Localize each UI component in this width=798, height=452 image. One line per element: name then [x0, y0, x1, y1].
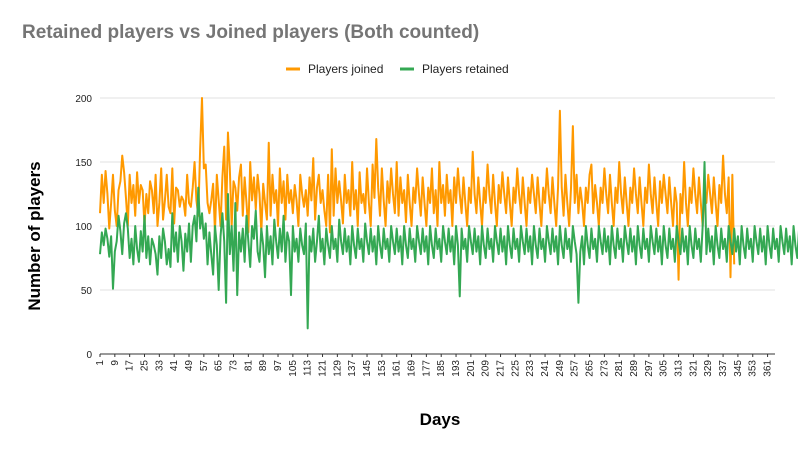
x-tick-label: 17	[125, 360, 136, 372]
legend-label-players-retained: Players retained	[422, 62, 509, 76]
x-tick-label: 321	[688, 360, 699, 377]
x-tick-label: 225	[510, 360, 521, 377]
x-tick-labels: 1 9 17 25 33 41 49 57 65 73 81 89 97 105 113 121 129 137 1…	[95, 354, 774, 377]
x-tick-label: 265	[585, 360, 596, 377]
chart-title: Retained players vs Joined players (Both…	[22, 22, 480, 43]
x-tick-label: 345	[733, 360, 744, 377]
series-lines	[99, 97, 798, 330]
x-tick-label: 217	[496, 360, 507, 377]
x-tick-label: 353	[748, 360, 759, 377]
x-tick-label: 233	[525, 360, 536, 377]
x-tick-label: 305	[659, 360, 670, 377]
x-tick-label: 121	[318, 360, 329, 377]
x-tick-label: 25	[140, 360, 151, 372]
x-tick-label: 33	[154, 360, 165, 372]
x-tick-label: 65	[214, 360, 225, 372]
x-tick-label: 89	[258, 360, 269, 372]
x-tick-label: 105	[288, 360, 299, 377]
x-tick-label: 153	[377, 360, 388, 377]
x-tick-label: 289	[629, 360, 640, 377]
x-tick-label: 193	[451, 360, 462, 377]
x-tick-label: 169	[407, 360, 418, 377]
legend: Players joined Players retained	[286, 62, 509, 76]
x-tick-label: 97	[273, 360, 284, 372]
x-tick-label: 137	[347, 360, 358, 377]
x-tick-label: 49	[184, 360, 195, 372]
x-tick-label: 1	[95, 360, 106, 366]
series-line-players-joined	[99, 97, 736, 281]
x-tick-label: 161	[392, 360, 403, 377]
x-tick-label: 57	[199, 360, 210, 372]
x-tick-label: 281	[614, 360, 625, 377]
y-tick-label: 50	[81, 286, 93, 297]
y-tick-label: 200	[75, 94, 92, 105]
x-tick-label: 145	[362, 360, 373, 377]
x-tick-label: 185	[436, 360, 447, 377]
x-tick-label: 113	[303, 360, 314, 376]
y-tick-labels: 0 50 100 150 200	[75, 94, 92, 361]
y-tick-label: 150	[75, 158, 92, 169]
x-tick-label: 241	[540, 360, 551, 377]
y-tick-label: 0	[86, 350, 92, 361]
x-tick-label: 313	[674, 360, 685, 377]
x-tick-label: 209	[481, 360, 492, 377]
x-tick-label: 41	[169, 360, 180, 372]
x-tick-label: 257	[570, 360, 581, 377]
y-axis-title: Number of players	[25, 161, 44, 310]
x-axis-title: Days	[420, 410, 461, 429]
x-tick-label: 337	[718, 360, 729, 377]
x-tick-label: 249	[555, 360, 566, 377]
x-tick-label: 9	[110, 360, 121, 366]
x-tick-label: 81	[243, 360, 254, 372]
y-tick-label: 100	[75, 222, 92, 233]
x-tick-label: 201	[466, 360, 477, 377]
x-tick-label: 329	[703, 360, 714, 377]
x-tick-label: 273	[599, 360, 610, 377]
legend-label-players-joined: Players joined	[308, 62, 383, 76]
x-tick-label: 297	[644, 360, 655, 377]
x-tick-label: 361	[763, 360, 774, 377]
x-tick-label: 177	[421, 360, 432, 377]
series-line-players-retained	[99, 161, 798, 330]
x-tick-label: 129	[332, 360, 343, 377]
x-tick-label: 73	[229, 360, 240, 372]
